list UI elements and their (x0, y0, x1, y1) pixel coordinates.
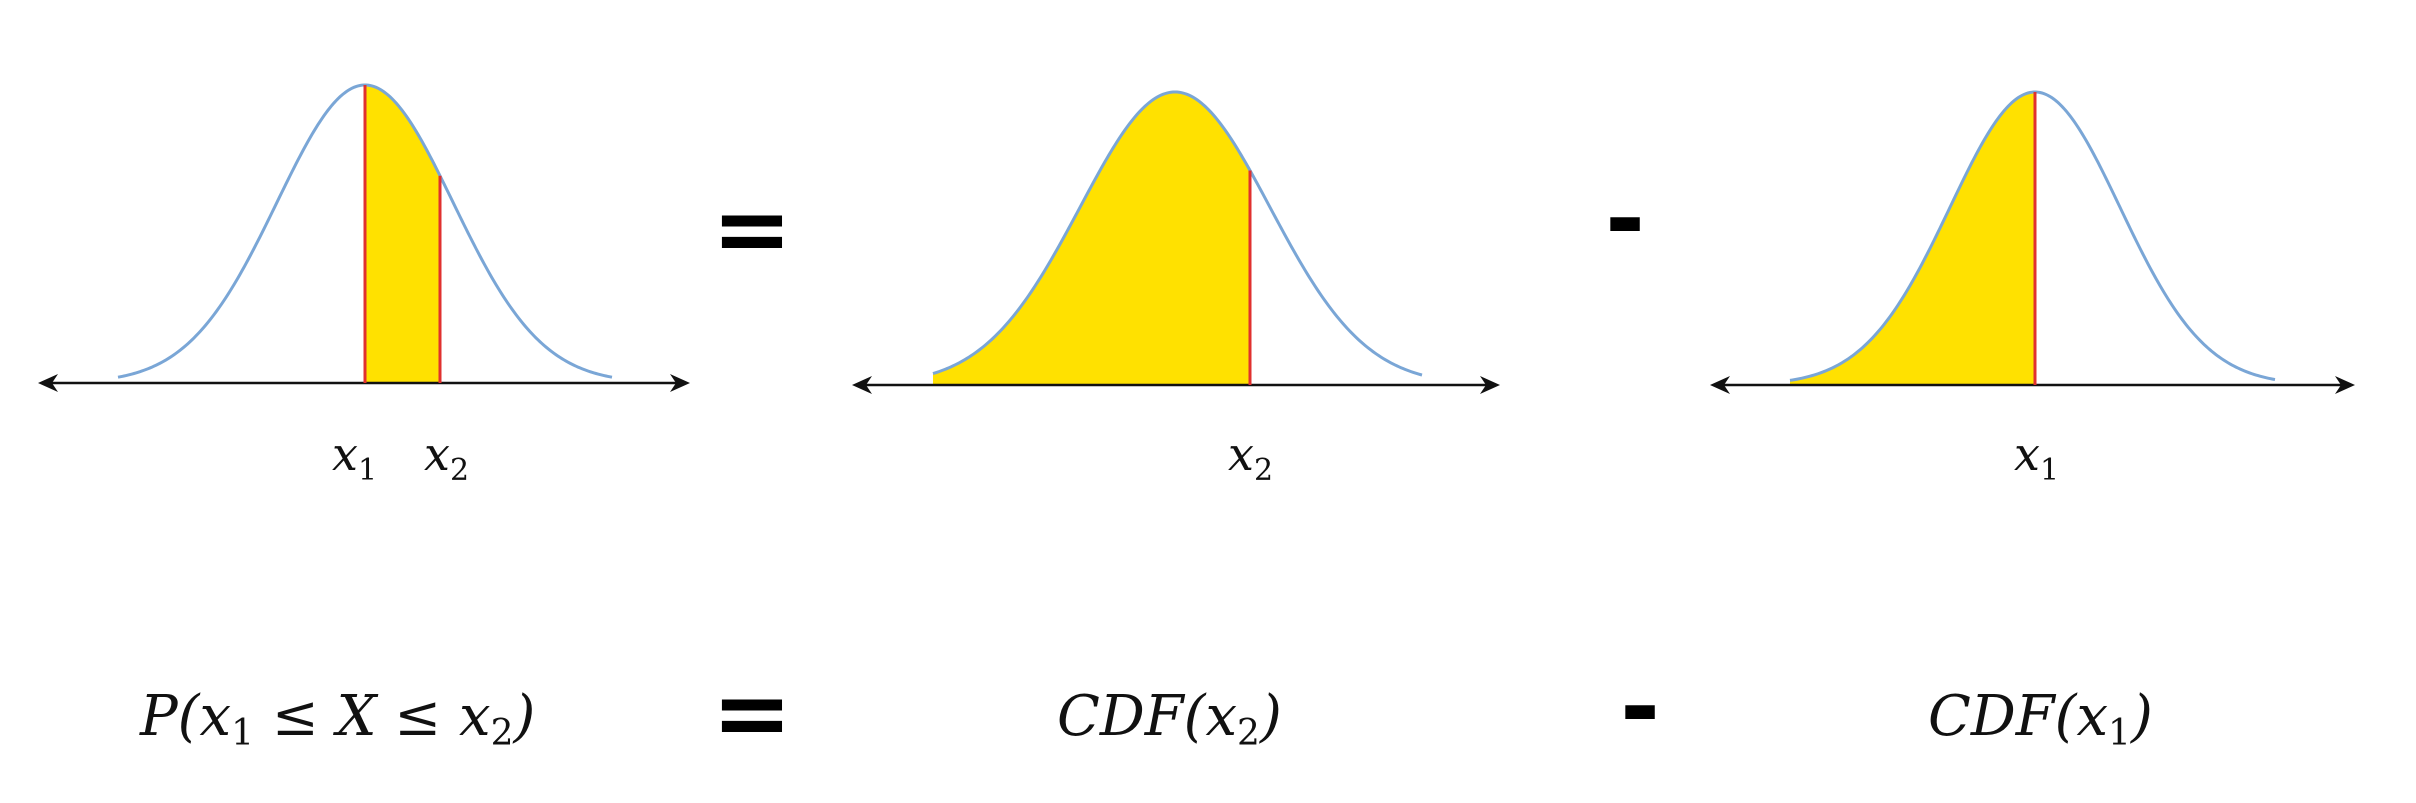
label-x1: x1 (2014, 427, 2059, 488)
axis-right-arrow (670, 374, 690, 392)
normal-curve (932, 90, 1423, 377)
label-x2: x2 (424, 427, 469, 488)
label-x1: x1 (332, 427, 377, 488)
normal-curve (1789, 90, 2276, 382)
shaded-area-x1-to-x2 (365, 85, 440, 383)
axis-left-arrow (38, 374, 58, 392)
panel-cdf-x2: x2 (852, 90, 1500, 488)
minus-sign-bottom: - (1620, 651, 1660, 763)
axis-left-arrow (1710, 376, 1730, 394)
axis-left-arrow (852, 376, 872, 394)
cdf-x2-expression: CDF(x2) (1057, 684, 1282, 754)
axis-right-arrow (1480, 376, 1500, 394)
equals-sign-top: = (712, 173, 792, 285)
minus-sign-top: - (1605, 163, 1645, 275)
label-x2: x2 (1228, 427, 1273, 488)
axis-right-arrow (2335, 376, 2355, 394)
cdf-x1-expression: CDF(x1) (1928, 684, 2153, 754)
probability-expression: P(x1 ≤ X ≤ x2) (139, 684, 535, 754)
panel-interval-probability: x1 x2 (38, 83, 690, 488)
shaded-area-left-of-x2 (933, 92, 1250, 385)
shaded-area-left-of-x1 (1790, 92, 2035, 385)
panel-cdf-x1: x1 (1710, 90, 2355, 488)
equals-sign-bottom: = (712, 657, 792, 769)
